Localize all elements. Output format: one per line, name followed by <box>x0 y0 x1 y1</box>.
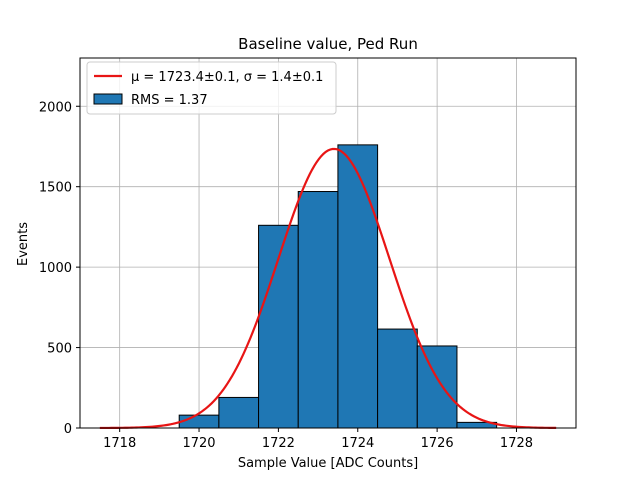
x-axis-label: Sample Value [ADC Counts] <box>238 456 418 471</box>
y-axis-label: Events <box>16 222 31 266</box>
fit-curve <box>99 147 557 430</box>
y-axis-ticks: 0 500 1000 1500 2000 <box>39 100 80 437</box>
legend: μ = 1723.4±0.1, σ = 1.4±0.1 RMS = 1.37 <box>86 61 337 115</box>
histogram-bar <box>416 345 458 429</box>
x-tick-label: 1724 <box>341 436 374 451</box>
legend-fit-label-mu: μ = 1723.4±0.1, <box>131 70 244 85</box>
histogram-bar <box>377 328 418 429</box>
plot-frame <box>79 57 577 429</box>
legend-rms-label: RMS = 1.37 <box>131 93 208 108</box>
legend-rms-patch <box>93 93 123 105</box>
x-tick-label: 1726 <box>421 436 454 451</box>
legend-fit-label: μ = 1723.4±0.1, σ = 1.4±0.1 <box>131 70 323 85</box>
histogram-bar <box>178 414 220 429</box>
x-axis-ticks: 1718 1720 1722 1724 1726 1728 <box>103 428 533 451</box>
x-tick-label: 1722 <box>262 436 295 451</box>
legend-fit-label-sigma: σ = 1.4±0.1 <box>244 70 324 85</box>
histogram-bar <box>337 144 379 429</box>
x-tick-label: 1720 <box>182 436 215 451</box>
x-tick-label: 1728 <box>500 436 533 451</box>
y-tick-label: 500 <box>47 342 72 357</box>
histogram-bar <box>218 396 260 429</box>
x-tick-label: 1718 <box>103 436 136 451</box>
histogram-bar <box>297 191 339 429</box>
legend-box <box>86 61 337 115</box>
y-tick-label: 1500 <box>39 181 72 196</box>
gaussian-fit <box>99 147 557 430</box>
histogram-bars <box>178 144 498 429</box>
y-tick-label: 0 <box>64 422 72 437</box>
y-tick-label: 1000 <box>39 261 72 276</box>
chart-title: Baseline value, Ped Run <box>238 35 418 53</box>
y-tick-label: 2000 <box>39 100 72 115</box>
